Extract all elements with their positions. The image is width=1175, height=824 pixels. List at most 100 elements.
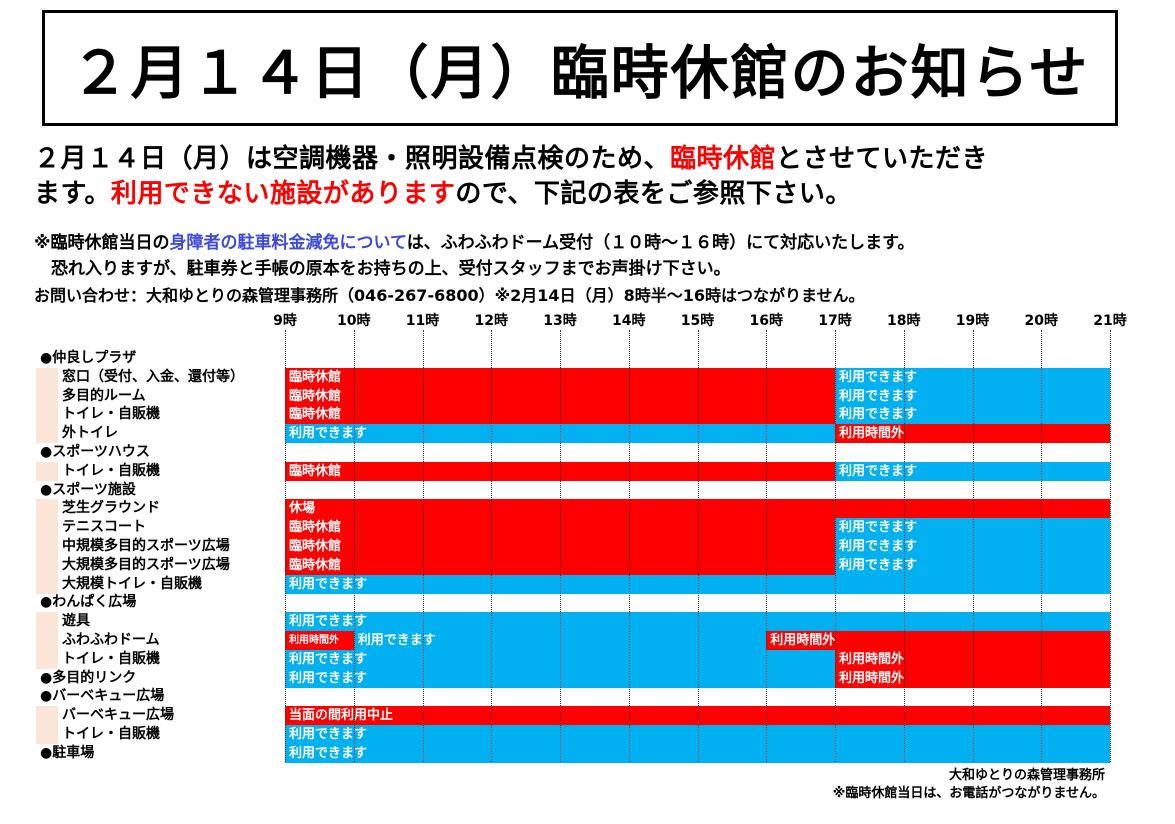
- facility-label: ●バーベキュー広場: [40, 688, 165, 705]
- hour-label: 15時: [680, 313, 715, 329]
- facility-row: 多目的ルーム 臨時休館 利用できます: [36, 386, 1111, 406]
- facility-label: バーベキュー広場: [62, 707, 174, 724]
- hour-gridline: [766, 330, 768, 762]
- label-cell: [58, 405, 285, 425]
- status-bar-closed: 利用時間外: [285, 631, 354, 650]
- intro-line-2: ます。利用できない施設がありますので、下記の表をご参照下さい。: [34, 173, 852, 210]
- label-cell: [58, 725, 285, 744]
- facility-row: バーベキュー広場 当面の間利用中止: [36, 706, 1111, 726]
- intro-text: ます。: [34, 179, 111, 209]
- facility-row: トイレ・自販機 利用できます: [36, 725, 1111, 744]
- hour-gridline: [491, 330, 493, 762]
- facility-label: ●仲良しプラザ: [40, 350, 137, 366]
- hour-gridline: [835, 330, 836, 762]
- note-text: は、ふわふわドーム受付（１０時～１６時）にて対応いたします。: [406, 233, 915, 253]
- facility-row: 窓口（受付、入金、還付等） 臨時休館 利用できます: [36, 367, 1111, 387]
- intro-text: ２月１４日（月）は空調機器・照明設備点検のため、: [34, 144, 671, 174]
- hour-gridline: [903, 330, 905, 762]
- facility-row: 大規模トイレ・自販機 利用できます: [36, 574, 1111, 594]
- intro-highlight: 利用できない施設があります: [110, 179, 456, 209]
- facility-row: テニスコート 臨時休館 利用できます: [36, 518, 1111, 538]
- label-cell: [58, 424, 285, 444]
- facility-label: 遊具: [62, 613, 90, 630]
- facility-label: ●スポーツハウス: [40, 444, 150, 460]
- hour-label: 12時: [474, 313, 508, 329]
- hour-label: 17時: [818, 313, 852, 329]
- facility-label: テニスコート: [62, 519, 146, 536]
- title-box: ２月１４日（月）臨時休館のお知らせ: [42, 10, 1118, 126]
- facility-group-row: ●駐車場 利用できます: [36, 743, 1111, 763]
- facility-group-row: ●バーベキュー広場: [36, 687, 1111, 706]
- facility-group-row: ●仲良しプラザ: [36, 349, 1111, 368]
- label-cell: [58, 518, 285, 538]
- facility-group-row: ●わんぱく広場: [36, 593, 1111, 612]
- note-text: ※臨時休館当日の: [34, 233, 170, 253]
- label-cell: [58, 555, 285, 575]
- label-cell: [58, 706, 285, 726]
- label-cell: [58, 649, 285, 669]
- intro-text: とさせていただき: [776, 144, 989, 174]
- facility-row: ふわふわドーム 利用時間外 利用できます 利用時間外: [36, 631, 1111, 650]
- facility-row: 遊具 利用できます: [36, 612, 1111, 632]
- note-line-1: ※臨時休館当日の身障者の駐車料金減免については、ふわふわドーム受付（１０時～１６…: [34, 228, 914, 253]
- hour-label: 20時: [1024, 313, 1058, 329]
- label-cell: [58, 537, 285, 556]
- intro-line-1: ２月１４日（月）は空調機器・照明設備点検のため、臨時休館とさせていただき: [34, 138, 988, 175]
- footer-office: 大和ゆとりの森管理事務所: [948, 768, 1105, 783]
- facility-row: 外トイレ 利用できます 利用時間外: [36, 424, 1111, 444]
- facility-row: トイレ・自販機 臨時休館 利用できます: [36, 405, 1111, 425]
- hour-gridline: [1110, 330, 1111, 762]
- facility-label: 中規模多目的スポーツ広場: [62, 538, 230, 554]
- facility-row: トイレ・自販機 利用できます 利用時間外: [36, 649, 1111, 669]
- note-line-2: 恐れ入りますが、駐車券と手帳の原本をお持ちの上、受付スタッフまでお声掛け下さい。: [34, 259, 731, 279]
- facility-group-row: ●スポーツ施設: [36, 481, 1111, 500]
- facility-label: ふわふわドーム: [62, 632, 160, 648]
- hour-label: 18時: [887, 313, 921, 329]
- label-cell: [58, 367, 285, 387]
- page-title: ２月１４日（月）臨時休館のお知らせ: [70, 39, 1090, 107]
- label-cell: [58, 631, 285, 650]
- facility-label: 多目的ルーム: [62, 387, 146, 404]
- hour-gridline: [353, 330, 355, 762]
- label-cell: [58, 612, 285, 632]
- facility-label: 窓口（受付、入金、還付等）: [62, 368, 244, 385]
- hour-gridline: [422, 330, 424, 762]
- facility-row: 中規模多目的スポーツ広場 臨時休館 利用できます: [36, 537, 1111, 556]
- hour-gridline: [628, 330, 630, 762]
- hour-gridline: [972, 330, 974, 762]
- note-highlight: 身障者の駐車料金減免について: [169, 233, 407, 253]
- hour-label: 10時: [337, 313, 371, 329]
- hour-gridline: [1041, 330, 1043, 762]
- hour-gridline: [697, 330, 699, 762]
- intro-highlight: 臨時休館: [670, 144, 777, 174]
- facility-label: ●わんぱく広場: [40, 594, 137, 611]
- facility-row: 芝生グラウンド 休場: [36, 499, 1111, 519]
- facility-label: 大規模多目的スポーツ広場: [62, 556, 230, 573]
- facility-label: ●スポーツ施設: [40, 481, 136, 498]
- footer-note: ※臨時休館当日は、お電話がつながりません。: [832, 786, 1105, 801]
- facility-label: 外トイレ: [62, 425, 118, 442]
- facility-label: トイレ・自販機: [62, 462, 160, 479]
- hour-label: 13時: [543, 313, 577, 329]
- hour-gridline: [285, 330, 286, 762]
- hour-label: 14時: [612, 313, 646, 329]
- intro-text: ので、下記の表をご参照下さい。: [455, 179, 852, 209]
- status-bar-closed: 利用時間外: [766, 631, 1110, 650]
- hour-label: 11時: [405, 313, 440, 329]
- facility-label: 大規模トイレ・自販機: [62, 575, 202, 592]
- label-cell: [58, 499, 285, 519]
- hour-label: 9時: [273, 313, 297, 329]
- label-cell: [58, 461, 285, 481]
- facility-row: 大規模多目的スポーツ広場 臨時休館 利用できます: [36, 555, 1111, 575]
- hour-label: 16時: [749, 313, 783, 329]
- facility-row: トイレ・自販機 臨時休館 利用できます: [36, 461, 1111, 481]
- hour-label: 19時: [955, 313, 990, 329]
- facility-label: ●多目的リンク: [40, 669, 137, 686]
- label-cell: [58, 574, 285, 594]
- facility-label: トイレ・自販機: [62, 726, 160, 742]
- facility-label: トイレ・自販機: [62, 406, 160, 423]
- hour-label: 21時: [1093, 313, 1127, 329]
- label-cell: [58, 386, 285, 406]
- facility-group-row: ●多目的リンク 利用できます 利用時間外: [36, 668, 1111, 688]
- facility-group-row: ●スポーツハウス: [36, 443, 1111, 462]
